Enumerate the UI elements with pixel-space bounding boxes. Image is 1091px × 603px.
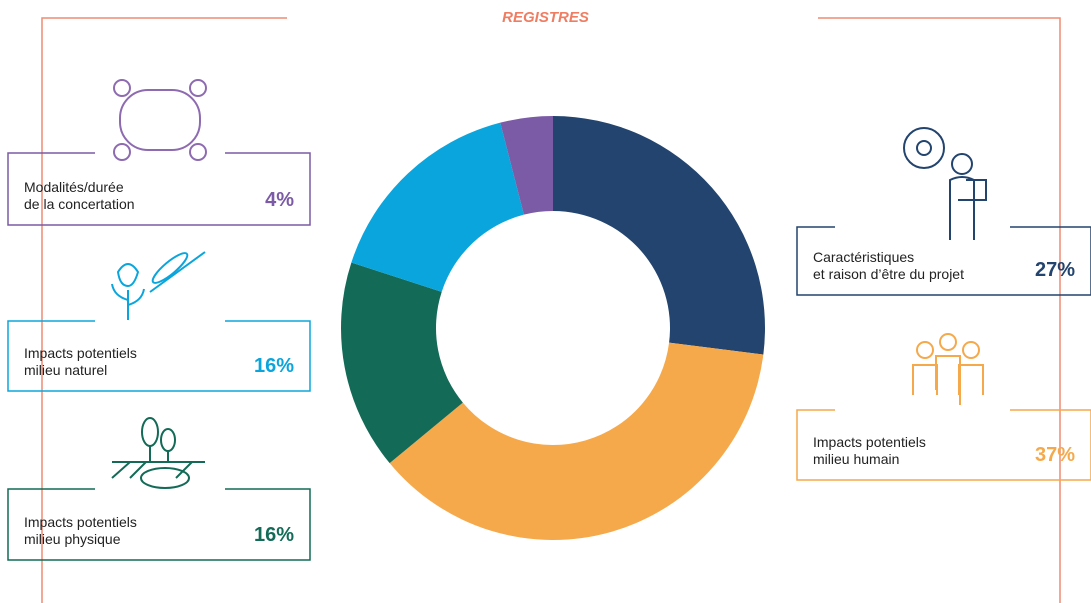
slice bbox=[500, 116, 553, 215]
value-label: 37% bbox=[1034, 444, 1075, 466]
label-box bbox=[7, 320, 311, 392]
slice bbox=[389, 342, 764, 540]
icon-meeting bbox=[113, 79, 207, 161]
frame bbox=[41, 17, 1061, 603]
category-label: Impacts potentiels milieu physique bbox=[24, 514, 137, 547]
label-box bbox=[796, 409, 1091, 481]
category-label: Caractéristiques et raison d’être du pro… bbox=[813, 249, 964, 282]
value-label: 4% bbox=[265, 189, 294, 211]
slice bbox=[340, 262, 463, 464]
value-label: 16% bbox=[253, 524, 294, 546]
slice bbox=[553, 116, 765, 355]
category-label: Modalités/durée de la concertation bbox=[24, 179, 135, 212]
icon-project bbox=[903, 127, 987, 240]
icon-terrain bbox=[111, 417, 205, 489]
label-box bbox=[7, 152, 311, 226]
category-label: Impacts potentiels milieu naturel bbox=[24, 345, 137, 378]
label-box bbox=[796, 226, 1091, 296]
category-label: Impacts potentiels milieu humain bbox=[813, 434, 926, 467]
icon-nature bbox=[111, 251, 206, 320]
label-box bbox=[7, 488, 311, 561]
icon-people bbox=[912, 333, 984, 405]
value-label: 27% bbox=[1034, 259, 1075, 281]
value-label: 16% bbox=[253, 355, 294, 377]
chart-title: REGISTRES bbox=[502, 9, 589, 26]
slice bbox=[351, 122, 524, 292]
